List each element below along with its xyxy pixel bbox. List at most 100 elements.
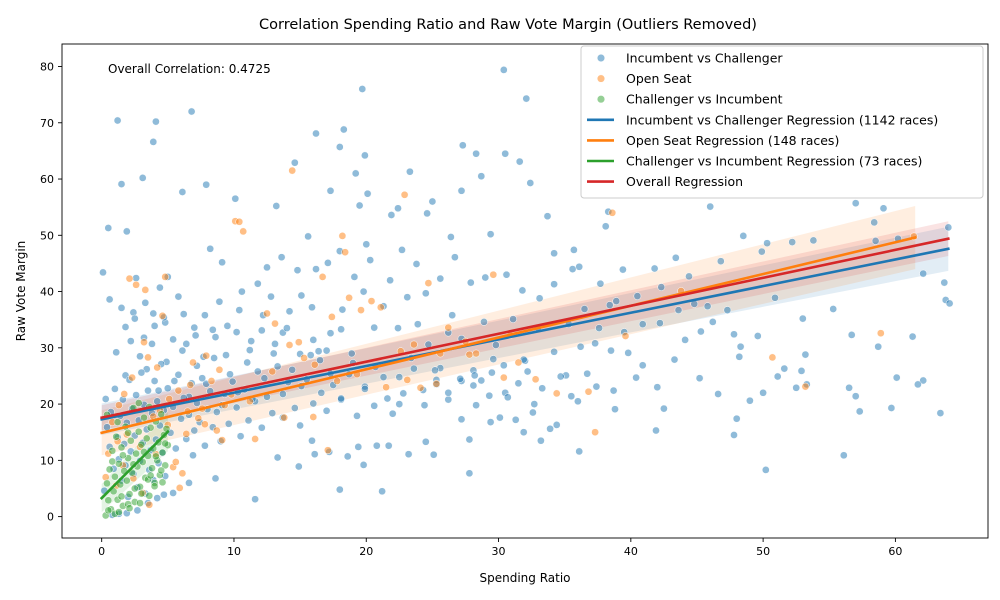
point-series-1 xyxy=(170,377,179,385)
point-series-1 xyxy=(206,244,215,253)
y-tick-label: 30 xyxy=(40,342,54,355)
point-series-1 xyxy=(714,390,722,398)
point-series-1 xyxy=(515,157,524,166)
point-series-1 xyxy=(267,292,275,301)
point-series-2 xyxy=(115,401,123,410)
point-series-1 xyxy=(605,301,614,309)
point-series-1 xyxy=(746,396,754,405)
point-series-1 xyxy=(735,352,744,361)
point-series-2 xyxy=(341,248,349,257)
point-series-1 xyxy=(236,432,245,441)
point-series-1 xyxy=(113,116,122,125)
x-tick-label: 20 xyxy=(359,545,373,558)
point-series-1 xyxy=(359,287,368,296)
point-series-1 xyxy=(296,421,304,430)
point-series-2 xyxy=(202,351,211,360)
point-series-3 xyxy=(108,457,117,466)
point-series-1 xyxy=(519,428,528,437)
point-series-2 xyxy=(174,386,183,395)
point-series-1 xyxy=(105,295,114,304)
point-series-1 xyxy=(444,395,453,404)
point-series-1 xyxy=(499,361,508,370)
point-series-1 xyxy=(355,201,364,210)
point-series-1 xyxy=(908,332,917,341)
point-series-1 xyxy=(150,377,159,385)
point-series-1 xyxy=(472,149,480,158)
point-series-1 xyxy=(845,383,853,392)
point-series-1 xyxy=(611,405,619,414)
legend-label: Open Seat Regression (148 races) xyxy=(626,133,839,148)
point-series-2 xyxy=(132,280,140,289)
point-series-1 xyxy=(343,452,352,461)
point-series-1 xyxy=(671,253,680,262)
point-series-1 xyxy=(855,407,864,416)
point-series-1 xyxy=(326,186,335,195)
point-series-1 xyxy=(716,257,725,266)
point-series-1 xyxy=(235,306,244,314)
point-series-1 xyxy=(798,314,807,323)
point-series-1 xyxy=(290,404,299,412)
point-series-1 xyxy=(652,426,660,435)
point-series-1 xyxy=(378,487,386,496)
point-series-1 xyxy=(550,347,558,356)
chart-title: Correlation Spending Ratio and Raw Vote … xyxy=(259,17,757,33)
point-series-1 xyxy=(99,268,107,277)
point-series-1 xyxy=(552,421,561,429)
point-series-1 xyxy=(656,319,664,327)
point-series-3 xyxy=(115,508,123,516)
point-series-1 xyxy=(496,413,504,422)
point-series-2 xyxy=(212,426,221,435)
point-series-1 xyxy=(150,322,159,330)
point-series-2 xyxy=(158,311,167,320)
point-series-1 xyxy=(361,151,369,160)
point-series-3 xyxy=(115,459,123,468)
point-series-3 xyxy=(117,492,126,501)
point-series-1 xyxy=(185,479,193,487)
point-series-1 xyxy=(420,401,429,410)
point-series-3 xyxy=(142,434,151,443)
x-tick-label: 10 xyxy=(227,545,241,558)
point-series-1 xyxy=(431,366,439,375)
point-series-1 xyxy=(550,249,558,258)
regression-lines xyxy=(99,235,950,500)
point-series-1 xyxy=(447,233,455,241)
point-series-1 xyxy=(387,211,396,219)
point-series-3 xyxy=(146,471,155,480)
point-series-1 xyxy=(308,436,316,445)
point-series-1 xyxy=(163,384,172,393)
point-series-1 xyxy=(480,318,488,326)
point-series-2 xyxy=(189,358,197,367)
point-series-1 xyxy=(575,262,584,271)
y-tick-label: 50 xyxy=(40,229,54,242)
point-series-1 xyxy=(660,404,668,413)
x-axis-ticks: 0 10 20 30 40 50 60 xyxy=(98,538,902,558)
point-series-1 xyxy=(277,253,286,262)
point-series-1 xyxy=(268,409,277,417)
regression-line-3 xyxy=(99,429,170,500)
point-series-2 xyxy=(608,208,617,217)
point-series-1 xyxy=(358,85,367,93)
point-series-3 xyxy=(125,490,134,498)
point-series-1 xyxy=(522,94,531,103)
point-series-1 xyxy=(272,202,281,210)
point-series-2 xyxy=(215,365,224,374)
point-series-3 xyxy=(146,423,155,432)
point-series-2 xyxy=(239,227,248,236)
x-axis-label: Spending Ratio xyxy=(479,571,570,585)
point-series-1 xyxy=(809,236,818,245)
point-series-2 xyxy=(218,436,226,444)
point-series-1 xyxy=(388,409,397,418)
point-series-1 xyxy=(697,327,705,336)
point-series-1 xyxy=(550,280,558,289)
point-series-1 xyxy=(632,373,640,382)
point-series-1 xyxy=(310,450,319,459)
point-series-1 xyxy=(243,358,252,367)
point-series-2 xyxy=(444,323,453,332)
point-series-2 xyxy=(400,190,409,199)
x-tick-label: 50 xyxy=(756,545,770,558)
point-series-2 xyxy=(621,332,630,340)
point-series-1 xyxy=(596,279,605,288)
point-series-1 xyxy=(297,291,306,300)
legend-label: Incumbent vs Challenger Regression (1142… xyxy=(626,112,938,127)
point-series-1 xyxy=(477,172,486,181)
